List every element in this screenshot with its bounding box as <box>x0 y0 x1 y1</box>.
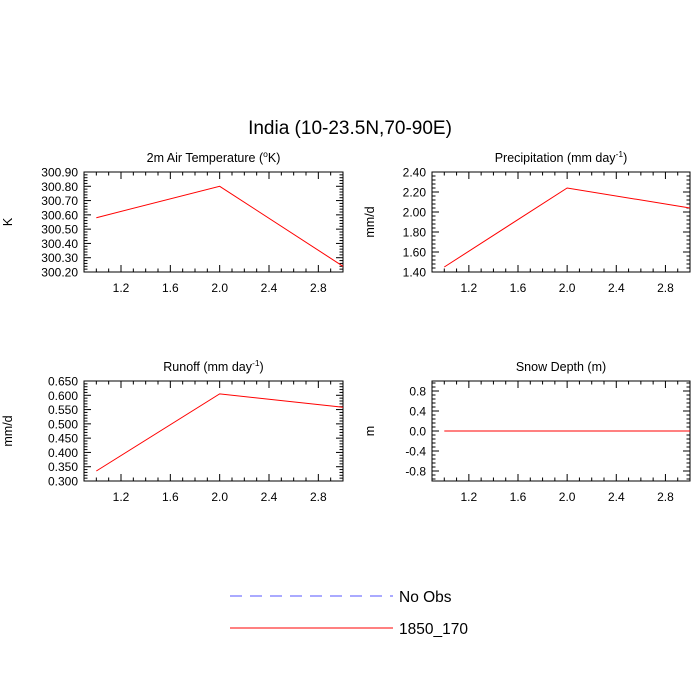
x-tick-label-2_8: 2.8 <box>310 490 327 504</box>
y-axis-label: mm/d <box>1 415 15 446</box>
plot-frame <box>431 171 691 273</box>
y-tick-label-0_65: 0.650 <box>48 375 78 389</box>
x-tick-label-1_6: 1.6 <box>510 490 527 504</box>
panel-runoff: Runoff (mm day-1) mm/d 0.3000.3500.4000.45… <box>1 358 344 504</box>
plot-frame <box>83 380 344 482</box>
y-axis-label: m <box>363 426 377 436</box>
x-tick-label-2: 2.0 <box>211 281 228 295</box>
figure-title: India (10-23.5N,70-90E) <box>248 118 452 139</box>
y-tick-label-0_3: 0.300 <box>48 475 78 489</box>
y-tick-label-0_8: 0.8 <box>409 385 426 399</box>
y-tick-label-0_45: 0.450 <box>48 432 78 446</box>
panel-snow-depth: Snow Depth (m) m -0.8 -0.4 0.0 0.4 0.8 1.2 1.6 2.… <box>363 360 691 504</box>
legend-label-no-obs: No Obs <box>399 589 452 606</box>
y-tick-label-0_35: 0.350 <box>48 460 78 474</box>
y-tick-label-300_8: 300.80 <box>41 180 78 194</box>
y-tick-label-0_6: 0.600 <box>48 389 78 403</box>
x-tick-label-2_8: 2.8 <box>657 281 674 295</box>
x-tick-label-2_8: 2.8 <box>657 490 674 504</box>
y-axis-label: K <box>1 217 15 226</box>
plot-frame <box>83 171 344 273</box>
y-tick-label-1_4: 1.40 <box>403 266 427 280</box>
panel-air-temperature: 2m Air Temperature (oK)K300.20300.30300.… <box>1 149 344 295</box>
y-tick-label-1_6: 1.60 <box>403 246 427 260</box>
legend: No Obs 1850_170 <box>230 589 468 638</box>
series-line-1850-170 <box>444 187 691 268</box>
y-tick-label-0: 0.0 <box>409 425 426 439</box>
x-tick-label-2: 2.0 <box>559 281 576 295</box>
x-tick-label-2_4: 2.4 <box>608 281 625 295</box>
y-tick-label-300_9: 300.90 <box>41 166 78 180</box>
y-axis-label: mm/d <box>363 206 377 237</box>
x-tick-label-2_8: 2.8 <box>310 281 327 295</box>
y-tick-label-2_2: 2.20 <box>403 186 427 200</box>
series-line-1850-170 <box>96 185 344 267</box>
x-tick-label-1_6: 1.6 <box>162 490 179 504</box>
x-tick-label-1_2: 1.2 <box>113 281 130 295</box>
y-tick-label-300_6: 300.60 <box>41 208 78 222</box>
panel-title: 2m Air Temperature (oK) <box>147 149 281 165</box>
y-tick-label-300_4: 300.40 <box>41 237 78 251</box>
x-tick-label-2: 2.0 <box>559 490 576 504</box>
x-tick-label-2_4: 2.4 <box>261 281 278 295</box>
y-tick-label-300_3: 300.30 <box>41 251 78 265</box>
x-tick-label-1_2: 1.2 <box>461 281 478 295</box>
y-tick-label-300_2: 300.20 <box>41 266 78 280</box>
x-tick-label-1_2: 1.2 <box>461 490 478 504</box>
y-tick-label-0_4: 0.4 <box>409 405 426 419</box>
y-tick-label-m0_8: -0.8 <box>405 465 426 479</box>
y-tick-label-300_5: 300.50 <box>41 223 78 237</box>
panel-precipitation: Precipitation (mm day-1) mm/d 1.40 1.60 1.80… <box>363 149 691 295</box>
x-tick-label-2_4: 2.4 <box>608 490 625 504</box>
y-tick-label-1_8: 1.80 <box>403 226 427 240</box>
y-tick-label-300_7: 300.70 <box>41 194 78 208</box>
x-tick-label-1_2: 1.2 <box>113 490 130 504</box>
y-tick-label-0_4: 0.400 <box>48 446 78 460</box>
y-tick-label-2_4: 2.40 <box>403 166 427 180</box>
legend-label-1850-170: 1850_170 <box>399 621 468 638</box>
y-tick-label-m0_4: -0.4 <box>405 445 426 459</box>
x-tick-label-2_4: 2.4 <box>261 490 278 504</box>
x-tick-label-1_6: 1.6 <box>162 281 179 295</box>
x-tick-label-2: 2.0 <box>211 490 228 504</box>
panel-title: Precipitation (mm day-1) <box>495 149 628 165</box>
series-line-1850-170 <box>96 393 344 472</box>
y-tick-label-0_5: 0.500 <box>48 417 78 431</box>
x-tick-label-1_6: 1.6 <box>510 281 527 295</box>
panel-title: Runoff (mm day-1) <box>163 358 263 374</box>
panel-title: Snow Depth (m) <box>516 360 606 374</box>
y-tick-label-2: 2.00 <box>403 206 427 220</box>
y-tick-label-0_55: 0.550 <box>48 403 78 417</box>
